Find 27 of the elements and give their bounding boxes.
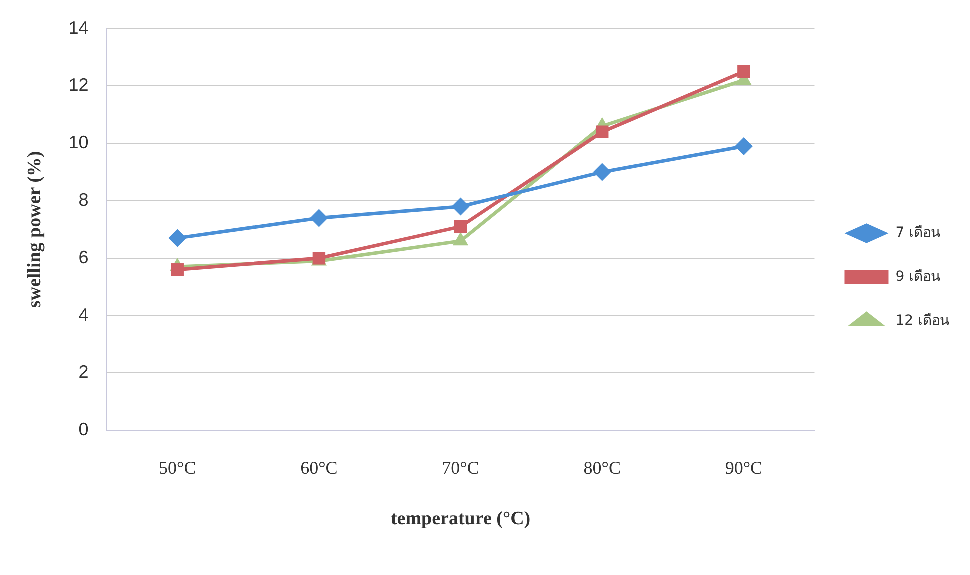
point	[310, 209, 328, 228]
point	[593, 163, 612, 182]
y-tick-label: 0	[78, 420, 89, 440]
point	[454, 220, 468, 234]
x-tick-label: 80°C	[584, 458, 621, 478]
point	[734, 137, 753, 156]
point	[452, 198, 470, 216]
y-axis-title: swelling power (%)	[24, 151, 46, 308]
point	[171, 264, 184, 276]
x-tick-label: 60°C	[300, 458, 338, 478]
x-tick-label: 50°C	[159, 458, 196, 478]
y-tick-label: 10	[68, 132, 89, 153]
legend-label: 7 เดือน	[896, 225, 942, 242]
legend-label: 12 เดือน	[896, 313, 950, 330]
y-tick-label: 14	[68, 18, 89, 38]
y-tick-label: 12	[68, 75, 89, 96]
y-tick-label: 2	[78, 362, 89, 382]
y-tick-label: 4	[78, 304, 89, 325]
x-tick-label: 70°C	[442, 458, 480, 478]
legend-label: 9 เดือน	[896, 269, 942, 286]
x-tick-label: 90°C	[725, 458, 763, 478]
x-axis-title: temperature (°C)	[390, 508, 531, 530]
y-tick-label: 8	[78, 190, 89, 210]
point	[738, 65, 750, 78]
y-tick-label: 6	[78, 247, 89, 268]
point	[168, 229, 187, 248]
point	[596, 126, 609, 138]
